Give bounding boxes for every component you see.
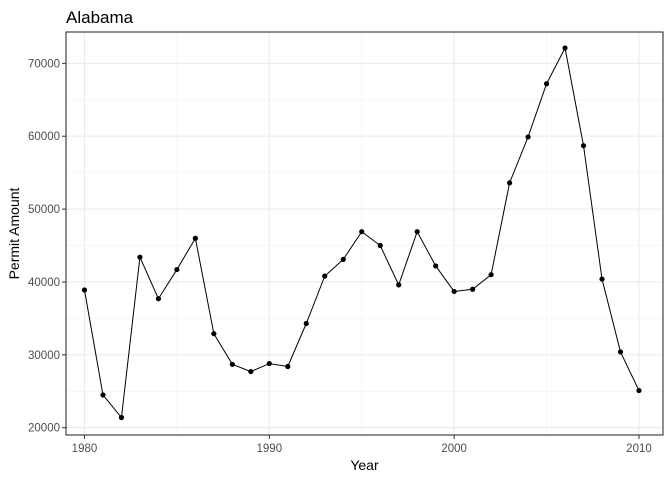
data-point — [229, 361, 235, 367]
y-axis-title: Permit Amount — [6, 187, 22, 279]
series-permit-amount — [81, 45, 642, 421]
panel-border — [65, 31, 664, 436]
data-point — [636, 387, 642, 394]
data-point — [322, 273, 328, 279]
y-tick-label: 30000 — [28, 350, 60, 362]
data-point — [470, 286, 476, 292]
y-tick-label: 20000 — [28, 423, 60, 435]
data-point — [377, 242, 383, 249]
data-point — [211, 331, 217, 337]
data-point — [266, 360, 272, 367]
data-point — [506, 180, 513, 186]
grid-major — [66, 32, 663, 435]
y-tick-label: 70000 — [28, 58, 60, 70]
y-tick-label: 40000 — [28, 277, 60, 289]
data-point — [525, 134, 531, 140]
data-point — [580, 143, 587, 149]
data-point — [81, 287, 88, 293]
data-point — [155, 296, 162, 302]
data-point — [451, 288, 457, 295]
x-tick-label: 2010 — [626, 443, 652, 455]
grid-minor — [66, 32, 663, 435]
data-point — [359, 229, 365, 235]
y-tick-label: 50000 — [28, 204, 60, 216]
y-axis: 20000 30000 40000 50000 60000 70000 — [28, 58, 66, 435]
data-point — [118, 414, 125, 421]
data-point — [192, 235, 198, 241]
data-point — [488, 272, 494, 278]
data-point — [137, 254, 143, 260]
data-point — [285, 363, 291, 370]
data-point — [248, 368, 254, 375]
data-point — [414, 229, 420, 235]
x-tick-label: 1980 — [72, 443, 98, 455]
data-point — [303, 320, 309, 327]
data-point — [543, 81, 550, 87]
data-point — [617, 349, 624, 355]
data-point — [100, 392, 106, 398]
data-point — [174, 266, 180, 273]
data-point — [340, 256, 346, 262]
data-point — [562, 45, 568, 51]
data-point — [396, 282, 402, 288]
data-point — [599, 276, 605, 282]
chart-title: Alabama — [66, 8, 134, 27]
x-axis-title: Year — [350, 457, 379, 473]
y-tick-label: 60000 — [28, 131, 60, 143]
x-tick-label: 2000 — [441, 443, 467, 455]
data-point — [433, 263, 439, 269]
x-tick-label: 1990 — [257, 443, 283, 455]
x-axis: 1980 1990 2000 2010 — [72, 435, 652, 455]
